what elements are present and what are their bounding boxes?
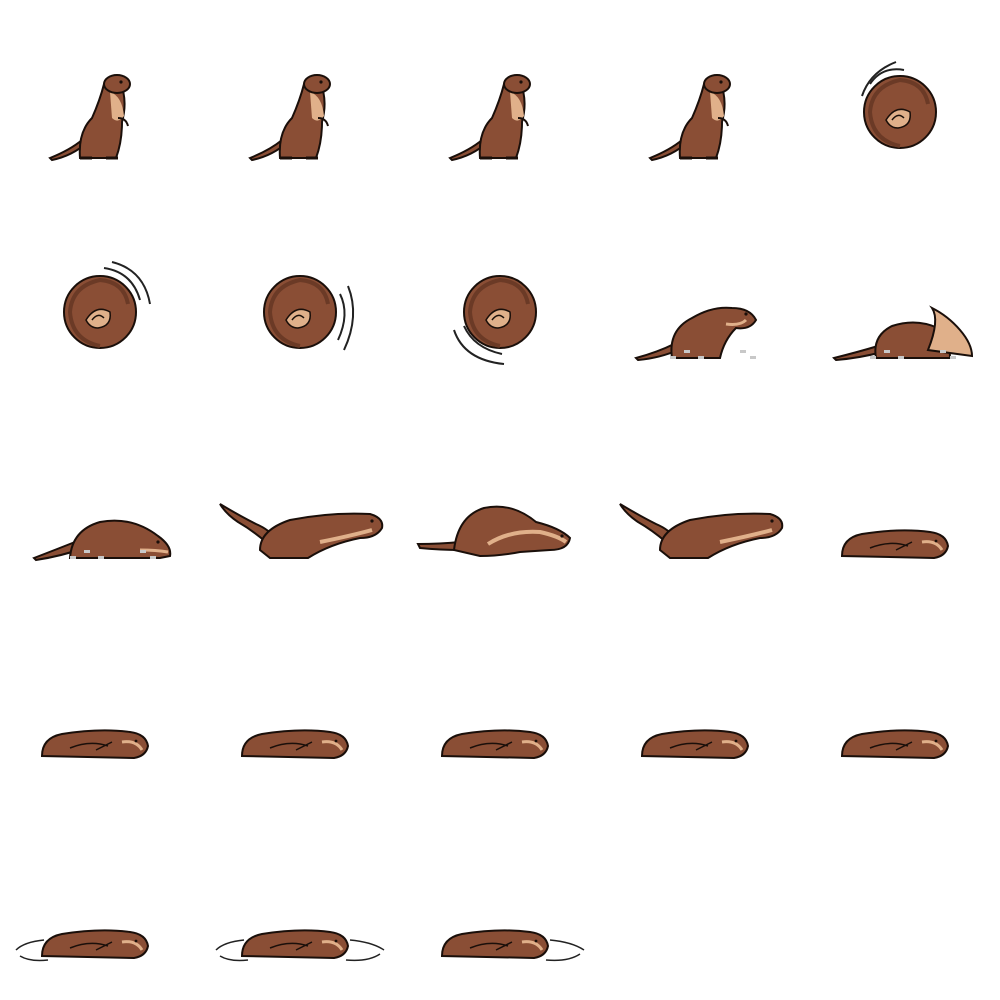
sprite-frame [0, 400, 200, 600]
otter-dig [832, 305, 974, 362]
sprite-frame [800, 200, 1000, 400]
otter-sprite [832, 305, 974, 362]
sprite-frame [0, 600, 200, 800]
sprite-frame [400, 200, 600, 400]
sprite-frame [200, 600, 400, 800]
otter-sprite [640, 729, 750, 760]
sprite-frame [200, 200, 400, 400]
sprite-frame [800, 0, 1000, 200]
sprite-frame [800, 600, 1000, 800]
otter-sprite [248, 74, 331, 162]
sprite-frame [0, 0, 200, 200]
otter-lie [40, 729, 150, 760]
otter-lie [215, 929, 385, 962]
otter-sprite [634, 306, 758, 362]
otter-sprite [416, 505, 572, 558]
sprite-frame [200, 0, 400, 200]
otter-sprite [840, 729, 950, 760]
otter-sprite [263, 275, 355, 351]
otter-curl [453, 275, 537, 365]
otter-sprite [440, 729, 550, 760]
otter-stand [448, 74, 531, 162]
otter-stand [248, 74, 331, 162]
otter-sprite [648, 74, 731, 162]
otter-curl [263, 275, 355, 351]
sprite-frame [0, 200, 200, 400]
otter-lie [640, 729, 750, 760]
otter-sprite [840, 529, 950, 560]
otter-stand [648, 74, 731, 162]
otter-lie [440, 929, 585, 962]
otter-sprite [448, 74, 531, 162]
otter-sprite [453, 275, 537, 365]
sprite-frame [600, 0, 800, 200]
sprite-frame [800, 400, 1000, 600]
sprite-frame [0, 800, 200, 1000]
otter-lunge [619, 503, 784, 559]
otter-sprite [215, 929, 385, 962]
otter-sprite [15, 929, 150, 962]
otter-crouch [634, 306, 758, 362]
sprite-frame [600, 600, 800, 800]
otter-curl [861, 61, 937, 149]
otter-lie [440, 729, 550, 760]
otter-lunge [219, 503, 384, 559]
sprite-frame [400, 800, 600, 1000]
otter-sprite [619, 503, 784, 559]
otter-stand [48, 74, 131, 162]
otter-sprite [32, 519, 172, 562]
otter-sprite [219, 503, 384, 559]
otter-low [32, 519, 172, 562]
sprite-frame [400, 400, 600, 600]
sprite-frame [200, 400, 400, 600]
otter-sprite [63, 261, 151, 349]
otter-arch [416, 505, 572, 558]
otter-lie [15, 929, 150, 962]
sprite-frame [200, 800, 400, 1000]
otter-lie [840, 729, 950, 760]
otter-sprite [48, 74, 131, 162]
sprite-frame [400, 0, 600, 200]
otter-sprite [240, 729, 350, 760]
otter-curl [63, 261, 151, 349]
otter-sprite [440, 929, 585, 962]
otter-sprite [861, 61, 937, 149]
sprite-frame [600, 400, 800, 600]
otter-sprite [40, 729, 150, 760]
otter-lie [840, 529, 950, 560]
sprite-frame [400, 600, 600, 800]
otter-lie [240, 729, 350, 760]
sprite-frame [600, 200, 800, 400]
